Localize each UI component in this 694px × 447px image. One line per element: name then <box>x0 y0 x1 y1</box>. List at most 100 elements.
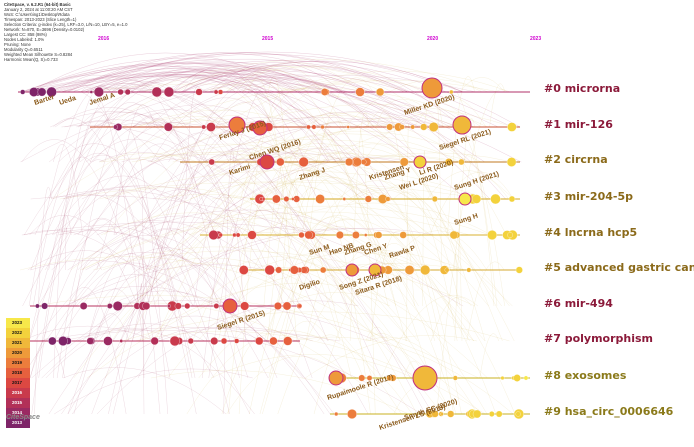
citation-link <box>96 300 359 415</box>
reference-node <box>37 87 47 97</box>
citation-link <box>20 325 155 342</box>
citation-link <box>61 85 111 236</box>
highlighted-reference-node <box>259 154 275 170</box>
citation-link <box>61 329 422 415</box>
citation-link <box>177 68 435 200</box>
reference-node <box>352 231 360 239</box>
reference-node <box>210 337 219 345</box>
reference-node <box>335 231 344 239</box>
citation-link <box>99 170 481 200</box>
citation-link <box>211 354 414 379</box>
citation-link <box>185 101 277 200</box>
cluster-label-9[interactable]: #9 hsa_circ_0006646 <box>544 405 674 418</box>
reference-node <box>297 303 303 309</box>
reference-node <box>471 194 482 204</box>
citation-link <box>111 80 215 271</box>
cluster-label-2[interactable]: #2 circrna <box>544 153 608 166</box>
cluster-label-1[interactable]: #1 mir-126 <box>544 118 613 131</box>
citation-link <box>291 336 514 415</box>
citation-link <box>280 179 299 307</box>
citation-link <box>354 116 429 128</box>
citation-link <box>223 148 235 415</box>
citation-link <box>79 83 382 379</box>
citation-link <box>98 62 381 128</box>
citation-link <box>48 64 409 163</box>
citation-link <box>29 52 301 93</box>
citation-link <box>73 265 163 415</box>
citation-link <box>50 64 308 128</box>
reference-node <box>283 196 290 202</box>
citation-link <box>44 82 327 271</box>
reference-node <box>375 231 383 239</box>
cluster-label-4[interactable]: #4 lncrna hcp5 <box>544 226 638 239</box>
citation-link <box>62 193 194 307</box>
reference-node <box>272 194 281 204</box>
citation-link <box>305 215 431 379</box>
citation-link <box>265 115 515 200</box>
citation-link <box>68 286 127 415</box>
citation-link <box>406 123 409 342</box>
reference-node <box>347 409 357 419</box>
citation-link <box>87 253 150 342</box>
summary-line: Harmonic Mean(Q, S)=0.733 <box>4 57 58 62</box>
cluster-label-0[interactable]: #0 microrna <box>544 82 621 95</box>
citation-link <box>98 83 252 271</box>
reference-node <box>142 302 151 310</box>
legend-swatch: 2018 <box>6 368 30 378</box>
citation-link <box>105 66 406 128</box>
citation-link <box>249 180 429 236</box>
citation-link <box>198 292 391 379</box>
reference-node <box>315 194 325 204</box>
cluster-label-6[interactable]: #6 mir-494 <box>544 297 613 310</box>
citation-link <box>104 79 435 236</box>
citation-link <box>65 185 336 271</box>
citation-link <box>79 152 176 307</box>
cluster-label-3[interactable]: #3 mir-204-5p <box>544 190 633 203</box>
reference-node <box>218 232 223 238</box>
legend-year: 2016 <box>12 390 23 395</box>
citation-link <box>183 73 315 128</box>
reference-node <box>449 89 454 95</box>
reference-node <box>306 124 311 130</box>
citation-link <box>153 176 389 307</box>
citation-link <box>80 211 470 271</box>
citation-link <box>269 152 352 342</box>
legend-year: 2018 <box>12 370 23 375</box>
citation-link <box>271 112 352 236</box>
reference-node <box>247 230 257 240</box>
reference-node <box>201 124 206 130</box>
legend-year: 2020 <box>12 350 23 355</box>
cluster-label-7[interactable]: #7 polymorphism <box>544 332 654 345</box>
citation-link <box>137 255 144 307</box>
cluster-label-8[interactable]: #8 exosomes <box>544 369 627 382</box>
reference-node <box>103 336 113 346</box>
citation-link <box>120 60 521 128</box>
citation-link <box>228 88 292 415</box>
citation-link <box>23 58 344 93</box>
citation-link <box>64 119 343 271</box>
citation-link <box>89 104 169 163</box>
reference-node <box>523 375 529 381</box>
citation-link <box>245 81 383 163</box>
citation-link <box>145 118 201 200</box>
citation-link <box>93 250 476 307</box>
reference-node <box>420 123 428 131</box>
node-label: Ueda <box>58 95 77 107</box>
citation-link <box>28 86 112 307</box>
citation-link <box>103 102 158 128</box>
citation-link <box>208 209 291 307</box>
citation-link <box>51 121 431 271</box>
reference-node <box>283 336 293 346</box>
legend-swatch: 2015 <box>6 398 30 408</box>
reference-node <box>431 196 438 202</box>
citation-link <box>181 87 199 271</box>
reference-node <box>320 124 325 130</box>
citation-link <box>466 261 505 342</box>
citation-link <box>273 169 349 236</box>
citation-link <box>463 153 495 307</box>
citation-link <box>30 195 464 307</box>
timeline-year-label: 2016 <box>98 36 110 42</box>
citation-link <box>59 181 484 200</box>
cluster-label-5[interactable]: #5 advanced gastric cancer <box>544 261 694 274</box>
citation-link <box>263 155 293 307</box>
